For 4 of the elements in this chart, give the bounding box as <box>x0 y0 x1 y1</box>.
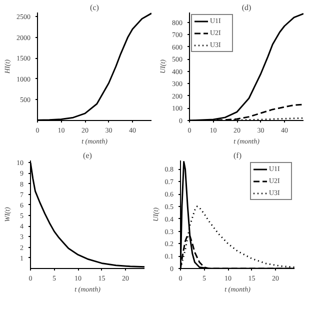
chart-title: (c) <box>90 3 100 12</box>
chart-title: (d) <box>242 3 252 12</box>
chart-title: (f) <box>234 151 242 160</box>
chart-title: (e) <box>83 151 92 160</box>
